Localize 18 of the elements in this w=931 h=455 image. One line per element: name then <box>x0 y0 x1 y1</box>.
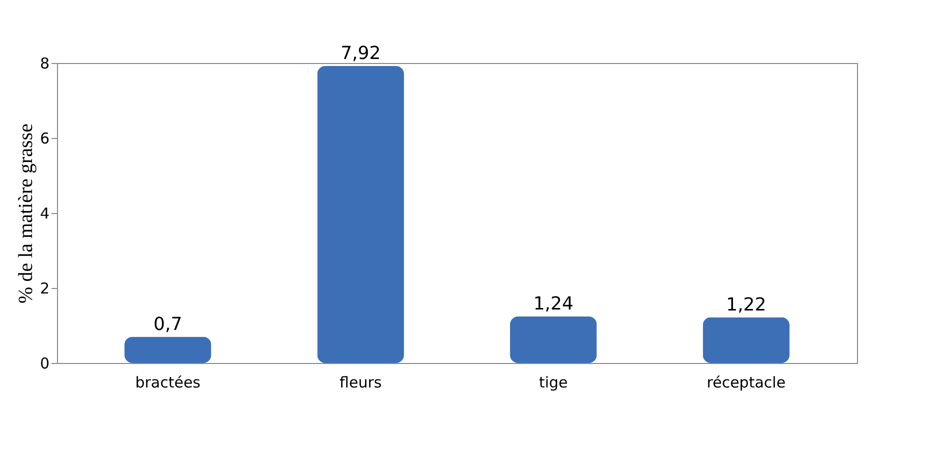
bar <box>702 317 790 363</box>
data-label: 0,7 <box>154 314 182 335</box>
x-tick-label: réceptacle <box>706 374 786 392</box>
data-label: 1,22 <box>726 294 766 316</box>
bar <box>510 316 597 363</box>
data-label: 1,24 <box>533 294 574 314</box>
x-tick-label: tige <box>538 374 568 392</box>
x-tick-label: fleurs <box>340 374 382 392</box>
y-tick-label: 2 <box>40 280 50 298</box>
y-tick-label: 8 <box>40 54 50 72</box>
y-axis-title: % de la matière grasse <box>14 123 37 304</box>
y-tick-label: 4 <box>40 204 50 222</box>
y-tick-label: 0 <box>40 354 50 372</box>
x-tick-label: bractées <box>135 374 201 392</box>
bar <box>124 336 212 363</box>
data-label: 7,92 <box>340 43 381 64</box>
y-tick-label: 6 <box>40 130 50 148</box>
bar <box>317 66 404 363</box>
